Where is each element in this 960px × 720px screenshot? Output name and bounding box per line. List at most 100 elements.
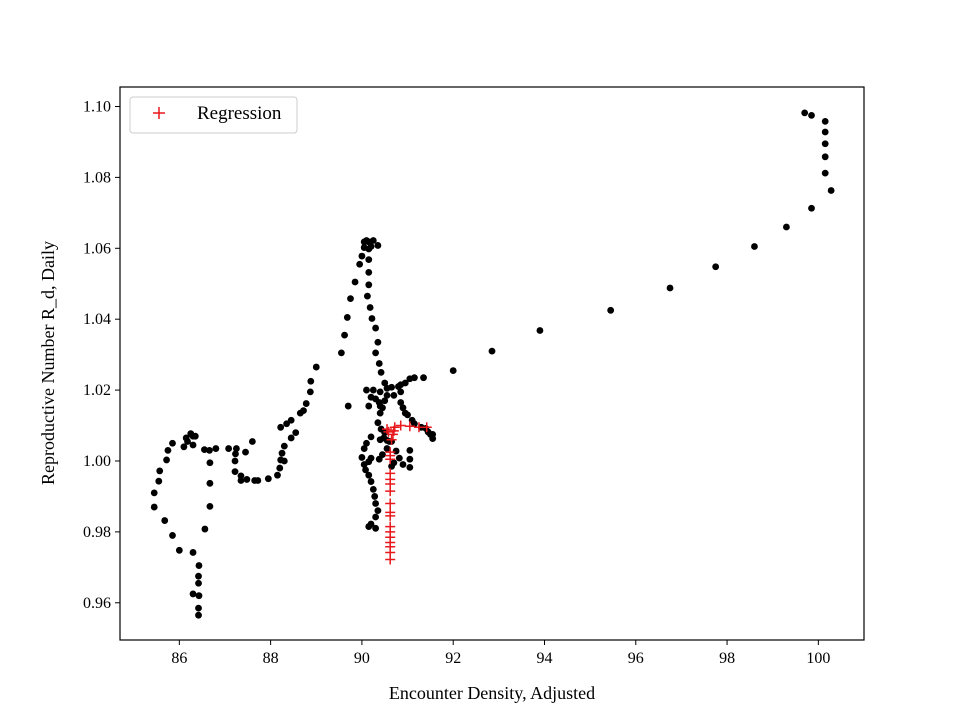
- data-point: [821, 128, 829, 136]
- data-point: [276, 464, 284, 472]
- data-point: [372, 513, 380, 521]
- data-point: [201, 525, 209, 533]
- regression-point: [385, 468, 396, 479]
- legend: Regression: [129, 96, 298, 134]
- data-point: [372, 500, 380, 507]
- data-point: [300, 407, 307, 415]
- data-point: [376, 402, 384, 410]
- data-point: [375, 455, 383, 463]
- data-point: [195, 611, 202, 619]
- data-point: [195, 579, 202, 587]
- data-point: [274, 471, 281, 479]
- data-point: [163, 456, 170, 464]
- data-point: [368, 315, 376, 322]
- data-point: [180, 443, 188, 451]
- data-point: [365, 402, 373, 410]
- data-point: [411, 420, 418, 428]
- data-point: [356, 260, 364, 268]
- data-point: [225, 445, 233, 452]
- data-point: [376, 388, 384, 396]
- x-tick-label: 96: [628, 650, 644, 667]
- data-point: [164, 446, 172, 454]
- data-point: [206, 479, 214, 487]
- y-tick-label: 1.10: [83, 98, 111, 115]
- data-point: [307, 377, 315, 385]
- data-point: [248, 438, 256, 445]
- y-tick-label: 1.02: [83, 382, 111, 399]
- data-point: [358, 454, 366, 461]
- data-point: [150, 489, 158, 497]
- data-point: [751, 243, 758, 250]
- y-axis-label: Reproductive Number R_d, Daily: [38, 241, 58, 485]
- data-point: [206, 459, 214, 467]
- data-point: [242, 448, 249, 456]
- data-point: [383, 392, 391, 399]
- data-point: [232, 450, 239, 458]
- data-point: [237, 477, 245, 484]
- x-tick-label: 88: [263, 650, 279, 667]
- data-point: [365, 245, 373, 253]
- data-point: [365, 471, 373, 479]
- y-tick-label: 1.06: [83, 240, 111, 257]
- data-point: [243, 476, 251, 483]
- data-point: [808, 204, 815, 212]
- data-point: [374, 338, 382, 346]
- data-point: [821, 140, 829, 148]
- data-point: [712, 263, 720, 271]
- data-point: [280, 457, 288, 465]
- data-point: [206, 502, 214, 510]
- plot-frame: [119, 86, 865, 641]
- data-point: [287, 434, 295, 442]
- x-tick-label: 86: [171, 650, 187, 667]
- data-point: [801, 109, 809, 117]
- regression-point: [385, 507, 396, 518]
- data-point: [155, 477, 163, 485]
- data-point: [189, 549, 197, 556]
- data-point: [366, 304, 374, 311]
- data-point: [406, 446, 414, 454]
- data-point: [367, 478, 375, 485]
- data-point: [344, 402, 352, 410]
- data-point: [254, 477, 262, 484]
- data-point: [383, 445, 391, 452]
- data-point: [206, 446, 213, 454]
- plot-area: [120, 87, 864, 640]
- data-point: [388, 383, 395, 391]
- data-point: [343, 314, 351, 321]
- data-point: [195, 592, 203, 600]
- x-tick-label: 100: [806, 650, 830, 667]
- data-point: [175, 546, 183, 554]
- data-point: [404, 411, 411, 419]
- ticks-layer: 86 88 90 92 94 96 98 100 0.96 0.98 1.00 1.02 1.04 1.0…: [83, 98, 830, 667]
- legend-marker-regression: [153, 107, 165, 119]
- data-point: [388, 462, 395, 470]
- data-point: [302, 400, 310, 407]
- data-point: [488, 347, 496, 355]
- data-point: [827, 187, 835, 194]
- data-point: [536, 327, 544, 334]
- regression-point: [386, 434, 397, 445]
- data-point: [449, 367, 457, 374]
- legend-box: [129, 96, 298, 134]
- points-layer: [150, 109, 835, 619]
- data-point: [365, 256, 373, 264]
- regression-point: [421, 422, 432, 433]
- data-point: [429, 430, 437, 438]
- data-point: [399, 461, 407, 468]
- data-point: [399, 404, 407, 412]
- data-point: [808, 111, 815, 119]
- data-point: [363, 386, 370, 394]
- data-point: [189, 590, 197, 598]
- x-tick-label: 94: [536, 650, 552, 667]
- data-point: [195, 604, 202, 612]
- regression-point: [404, 421, 415, 432]
- y-tick-label: 0.98: [83, 524, 111, 541]
- data-point: [287, 416, 295, 424]
- regression-point: [385, 447, 396, 458]
- data-point: [150, 503, 158, 511]
- x-axis-label: Encounter Density, Adjusted: [389, 683, 595, 703]
- data-point: [201, 446, 208, 454]
- data-point: [401, 379, 409, 387]
- data-point: [189, 441, 197, 449]
